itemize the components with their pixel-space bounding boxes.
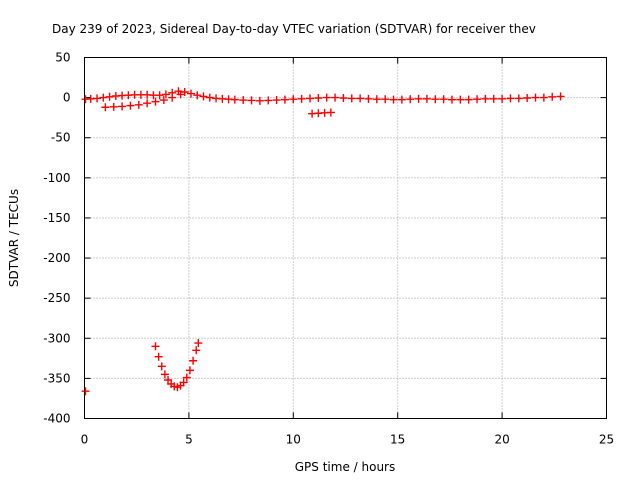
- data-point: [193, 91, 202, 100]
- y-tick-label: -350: [43, 371, 70, 385]
- data-point: [101, 103, 110, 112]
- y-tick-label: -50: [51, 131, 71, 145]
- data-point: [247, 96, 256, 105]
- data-point: [322, 93, 331, 102]
- data-point: [447, 95, 456, 104]
- data-point: [205, 93, 214, 102]
- data-point: [176, 90, 185, 99]
- data-point: [186, 89, 195, 98]
- data-point: [473, 95, 482, 104]
- data-point: [356, 94, 365, 103]
- data-point: [548, 92, 557, 101]
- data-point: [347, 94, 356, 103]
- data-point: [531, 93, 540, 102]
- plot-area-border: [84, 57, 607, 419]
- y-tick-label: -400: [43, 412, 70, 426]
- data-point: [105, 92, 114, 101]
- data-point: [81, 387, 90, 396]
- data-point: [523, 94, 532, 103]
- x-tick-label: 10: [286, 433, 301, 447]
- data-point: [179, 378, 188, 387]
- data-point: [422, 94, 431, 103]
- data-point: [192, 346, 201, 355]
- data-point: [406, 95, 415, 104]
- data-point: [481, 94, 490, 103]
- data-point: [314, 94, 323, 103]
- x-tick-label: 25: [599, 433, 614, 447]
- x-tick-label: 0: [81, 433, 89, 447]
- y-tick-label: 50: [55, 51, 70, 65]
- data-point: [372, 95, 381, 104]
- data-point: [182, 373, 191, 382]
- y-tick-label: -100: [43, 171, 70, 185]
- data-point: [151, 97, 160, 106]
- data-point: [161, 90, 170, 99]
- data-point: [464, 95, 473, 104]
- data-point: [506, 94, 515, 103]
- data-point: [164, 375, 173, 384]
- y-tick-label: 0: [63, 91, 71, 105]
- data-point: [456, 95, 465, 104]
- data-point: [189, 356, 198, 365]
- data-point: [194, 339, 203, 348]
- data-point: [381, 95, 390, 104]
- data-point: [339, 94, 348, 103]
- y-axis-label: SDTVAR / TECUs: [7, 189, 21, 287]
- data-point: [134, 100, 143, 109]
- data-point: [331, 93, 340, 102]
- data-point: [118, 102, 127, 111]
- data-point: [397, 95, 406, 104]
- x-tick-label: 15: [390, 433, 405, 447]
- x-tick-label: 5: [185, 433, 193, 447]
- data-points: [81, 87, 565, 396]
- y-tick-label: -300: [43, 331, 70, 345]
- data-point: [414, 94, 423, 103]
- data-point: [255, 96, 264, 105]
- data-point: [439, 95, 448, 104]
- data-point: [160, 370, 169, 379]
- x-tick-label: 20: [494, 433, 509, 447]
- y-tick-label: -150: [43, 211, 70, 225]
- data-point: [264, 96, 273, 105]
- data-point: [297, 94, 306, 103]
- data-point: [159, 96, 168, 105]
- data-point: [539, 93, 548, 102]
- x-axis-label: GPS time / hours: [295, 460, 396, 474]
- data-point: [180, 87, 189, 96]
- data-point: [289, 95, 298, 104]
- data-point: [489, 94, 498, 103]
- axis-ticks: 0 5 10 15 20 25 50 0 -50 -100 -150 -200 -250 -300 -350…: [43, 51, 614, 447]
- data-point: [272, 96, 281, 105]
- data-point: [306, 94, 315, 103]
- y-tick-label: -200: [43, 251, 70, 265]
- data-point: [155, 91, 164, 100]
- data-point: [157, 362, 166, 371]
- grid: [84, 57, 607, 419]
- chart-title: Day 239 of 2023, Sidereal Day-to-day VTE…: [52, 22, 536, 36]
- data-point: [280, 95, 289, 104]
- data-point: [514, 94, 523, 103]
- data-point: [168, 93, 177, 102]
- data-point: [389, 95, 398, 104]
- data-point: [109, 102, 118, 111]
- data-point: [151, 342, 160, 351]
- data-point: [199, 92, 208, 101]
- data-point: [364, 94, 373, 103]
- data-point: [239, 96, 248, 105]
- data-point: [431, 95, 440, 104]
- data-point: [326, 108, 335, 117]
- data-point: [230, 95, 239, 104]
- y-tick-label: -250: [43, 291, 70, 305]
- data-point: [185, 366, 194, 375]
- data-point: [556, 92, 565, 101]
- data-point: [126, 101, 135, 110]
- data-point: [143, 99, 152, 108]
- data-point: [99, 93, 108, 102]
- data-point: [93, 94, 102, 103]
- data-point: [498, 94, 507, 103]
- data-point: [154, 352, 163, 361]
